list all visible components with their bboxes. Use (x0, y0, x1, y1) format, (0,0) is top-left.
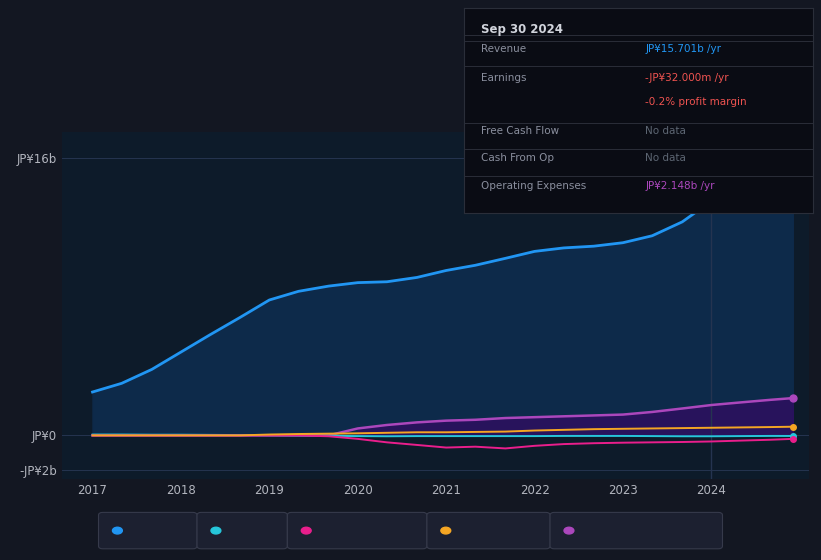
Text: JP¥2.148b /yr: JP¥2.148b /yr (645, 181, 715, 191)
Text: No data: No data (645, 153, 686, 162)
Text: Earnings: Earnings (226, 526, 271, 535)
Text: JP¥15.701b /yr: JP¥15.701b /yr (645, 44, 722, 54)
Text: Revenue: Revenue (127, 526, 172, 535)
Text: Earnings: Earnings (481, 73, 527, 83)
Text: Cash From Op: Cash From Op (456, 526, 529, 535)
Text: Sep 30 2024: Sep 30 2024 (481, 23, 563, 36)
Text: Cash From Op: Cash From Op (481, 153, 554, 162)
Text: No data: No data (645, 126, 686, 136)
Text: -0.2% profit margin: -0.2% profit margin (645, 97, 747, 108)
Text: Free Cash Flow: Free Cash Flow (316, 526, 394, 535)
Text: Operating Expenses: Operating Expenses (481, 181, 586, 191)
Text: Operating Expenses: Operating Expenses (579, 526, 684, 535)
Text: Free Cash Flow: Free Cash Flow (481, 126, 559, 136)
Text: -JP¥32.000m /yr: -JP¥32.000m /yr (645, 73, 729, 83)
Text: Revenue: Revenue (481, 44, 526, 54)
